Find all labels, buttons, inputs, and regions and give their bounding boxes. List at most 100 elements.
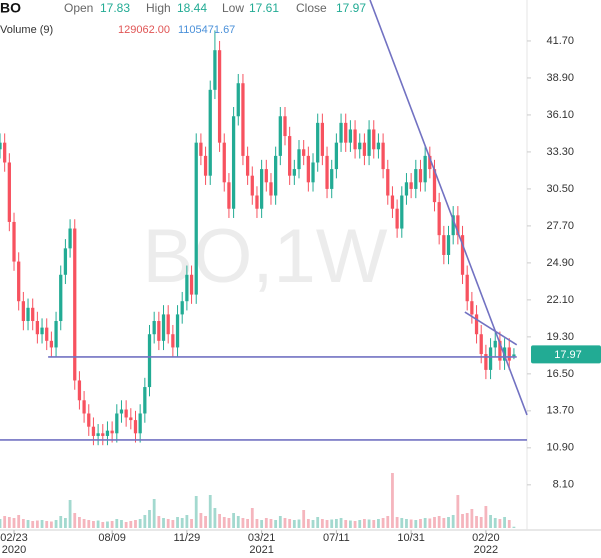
candle-body xyxy=(446,235,451,255)
trend-line xyxy=(369,0,528,416)
candle-body xyxy=(101,433,105,436)
volume-bar xyxy=(78,517,81,528)
y-tick-label: 24.90 xyxy=(546,257,574,269)
volume-bar xyxy=(222,517,226,528)
volume-bar xyxy=(428,518,432,528)
volume-bar xyxy=(218,514,221,528)
candle-body xyxy=(73,228,77,381)
volume-bar xyxy=(204,516,207,528)
candle-body xyxy=(292,169,296,176)
y-tick-label: 10.90 xyxy=(546,442,574,454)
volume-bar xyxy=(339,518,343,528)
volume-bar xyxy=(451,515,455,528)
candle-body xyxy=(21,301,25,322)
x-tick-label: 11/29 xyxy=(174,532,201,544)
volume-bar xyxy=(442,518,446,528)
price-tag-label: 17.97 xyxy=(554,349,582,361)
candle-body xyxy=(362,142,367,156)
volume-bar xyxy=(260,520,264,528)
x-tick-label: 02/20 xyxy=(472,532,500,544)
volume-bar xyxy=(278,516,282,528)
volume-bar xyxy=(190,519,193,528)
volume-bar xyxy=(73,513,77,528)
candle-body xyxy=(339,122,343,143)
x-tick-year: 2020 xyxy=(2,544,26,556)
volume-bar xyxy=(479,517,483,528)
candle-body xyxy=(428,155,432,170)
candle-body xyxy=(395,208,399,229)
candle-body xyxy=(255,195,259,209)
volume-bar xyxy=(106,521,109,528)
volume-bar xyxy=(423,518,427,528)
candle-body xyxy=(208,89,212,176)
volume-bar xyxy=(391,473,394,528)
volume-bar xyxy=(344,520,348,528)
candle-body xyxy=(432,169,437,203)
candle-body xyxy=(353,129,357,150)
candle-body xyxy=(175,314,180,348)
x-tick-year: 2021 xyxy=(249,544,273,556)
candle-body xyxy=(507,347,511,361)
candle-body xyxy=(222,142,226,183)
candle-body xyxy=(227,182,231,209)
candle-body xyxy=(465,274,469,302)
candle-body xyxy=(91,426,96,436)
volume-bar xyxy=(194,496,198,528)
candle-body xyxy=(87,413,91,427)
volume-bar xyxy=(138,519,142,528)
volume-bar xyxy=(59,516,63,528)
low-label: Low xyxy=(222,1,244,15)
candle-body xyxy=(40,327,44,335)
volume-bar xyxy=(465,513,469,528)
volume-bar xyxy=(3,516,7,528)
volume-bar xyxy=(358,520,362,528)
price-tag xyxy=(531,345,601,364)
candle-body xyxy=(479,334,483,355)
candle-body xyxy=(110,430,114,434)
volume-bar xyxy=(115,519,119,528)
candle-body xyxy=(166,314,170,335)
volume-bar xyxy=(180,518,184,528)
volume-bar xyxy=(12,518,16,528)
candle-body xyxy=(316,122,320,163)
volume-bar xyxy=(353,521,357,528)
candle-body xyxy=(418,169,423,183)
candle-body xyxy=(189,274,194,295)
volume-bar xyxy=(475,516,478,528)
candle-body xyxy=(367,129,371,156)
volume-bar xyxy=(400,518,404,528)
volume-bar xyxy=(101,522,105,528)
candle-body xyxy=(404,182,409,196)
volume-bar xyxy=(419,519,422,528)
candle-body xyxy=(213,50,217,90)
volume-bar xyxy=(348,520,352,528)
volume-bar xyxy=(489,515,492,528)
y-tick-label: 22.10 xyxy=(546,294,574,306)
volume-bar xyxy=(395,517,399,528)
candle-body xyxy=(63,248,68,275)
candle-body xyxy=(199,142,203,156)
volume-bar xyxy=(68,500,72,528)
candle-body xyxy=(442,235,446,255)
candle-body xyxy=(409,182,413,189)
volume-bar xyxy=(35,520,39,528)
volume-bar xyxy=(292,520,296,528)
candle-body xyxy=(35,321,40,335)
candle-body xyxy=(217,50,222,143)
y-tick-label: 38.90 xyxy=(546,72,574,84)
y-tick-label: 33.30 xyxy=(546,146,574,158)
volume-last: 129062.00 xyxy=(118,24,170,36)
y-tick-label: 41.70 xyxy=(546,35,574,47)
candle-body xyxy=(484,354,488,370)
x-tick-label: 08/09 xyxy=(98,532,126,544)
candle-body xyxy=(138,413,142,434)
y-tick-label: 16.50 xyxy=(546,368,574,380)
x-tick-label: 02/23 xyxy=(0,532,28,544)
x-tick-year: 2022 xyxy=(474,544,498,556)
open-label: Open xyxy=(64,1,93,15)
candle-body xyxy=(194,142,198,295)
volume-bar xyxy=(372,520,376,528)
volume-bar xyxy=(246,519,250,528)
candle-body xyxy=(124,409,128,418)
candle-body xyxy=(493,340,497,348)
